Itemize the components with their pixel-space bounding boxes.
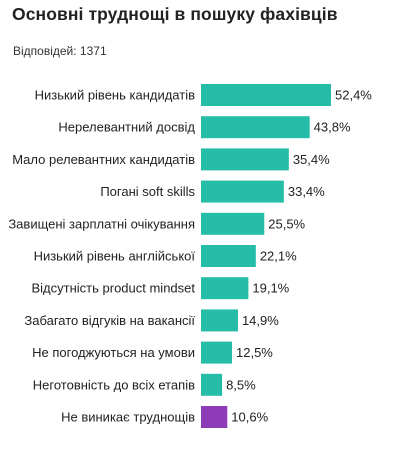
- bar: [201, 277, 249, 300]
- category-label: Низький рівень англійської: [34, 249, 196, 264]
- category-label: Забагато відгуків на вакансії: [24, 313, 195, 328]
- bar: [201, 84, 331, 106]
- value-label: 12,5%: [236, 345, 273, 360]
- bar: [201, 406, 228, 428]
- category-label: Мало релевантних кандидатів: [12, 152, 195, 167]
- response-count: Відповідей: 1371: [13, 44, 107, 58]
- value-label: 25,5%: [268, 216, 305, 231]
- value-label: 35,4%: [293, 152, 330, 167]
- chart-title: Основні труднощі в пошуку фахівців: [12, 4, 338, 24]
- bar: [201, 180, 284, 203]
- category-label: Нерелевантний досвід: [58, 120, 195, 135]
- category-label: Неготовність до всіх етапів: [33, 377, 195, 392]
- category-label: Відсутність product mindset: [32, 281, 196, 296]
- value-label: 43,8%: [314, 120, 351, 135]
- category-label: Не виникає труднощів: [61, 410, 195, 425]
- bar: [201, 148, 289, 171]
- bar: [201, 309, 238, 332]
- value-label: 10,6%: [231, 410, 268, 425]
- value-label: 52,4%: [335, 88, 372, 103]
- value-label: 14,9%: [242, 313, 279, 328]
- category-label: Не погоджуються на умови: [32, 345, 195, 360]
- bar: [201, 245, 256, 267]
- value-label: 19,1%: [252, 281, 289, 296]
- bar: [201, 116, 310, 139]
- bar: [201, 373, 223, 396]
- category-label: Погані soft skills: [100, 184, 195, 199]
- bar: [201, 341, 233, 364]
- value-label: 8,5%: [226, 377, 256, 392]
- category-label: Завищені зарплатні очікування: [8, 216, 195, 231]
- category-label: Низький рівень кандидатів: [35, 88, 195, 103]
- bar: [201, 212, 265, 235]
- value-label: 22,1%: [260, 249, 297, 264]
- value-label: 33,4%: [288, 184, 325, 199]
